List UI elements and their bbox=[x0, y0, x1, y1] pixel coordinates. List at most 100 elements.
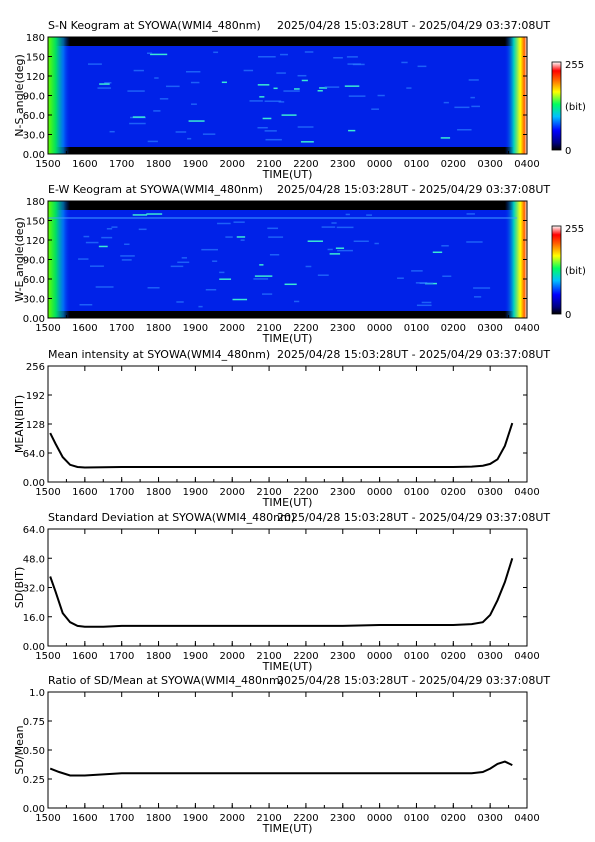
x-tick-label: 0400 bbox=[514, 323, 539, 334]
x-axis-label: TIME(UT) bbox=[262, 660, 313, 673]
x-tick-label: 1700 bbox=[109, 813, 134, 824]
time-range: 2025/04/28 15:03:28UT - 2025/04/29 03:37… bbox=[277, 348, 550, 361]
aurora-streak bbox=[466, 241, 483, 243]
aurora-streak bbox=[276, 72, 286, 74]
aurora-streak bbox=[165, 85, 180, 88]
aurora-streak bbox=[212, 260, 218, 262]
y-axis-label: W-E angle(deg) bbox=[13, 217, 26, 302]
colorbar-unit: (bit) bbox=[565, 266, 586, 277]
x-tick-label: 2200 bbox=[293, 813, 318, 824]
time-range: 2025/04/28 15:03:28UT - 2025/04/29 03:37… bbox=[277, 674, 550, 687]
panel-3: Mean intensity at SYOWA(WMI4_480nm) 2025/… bbox=[13, 348, 550, 509]
y-tick-label: 120 bbox=[26, 236, 45, 247]
x-tick-label: 0200 bbox=[441, 813, 466, 824]
aurora-streak bbox=[406, 87, 412, 89]
aurora-streak bbox=[111, 226, 118, 228]
x-tick-label: 0400 bbox=[514, 813, 539, 824]
panel-title: Mean intensity at SYOWA(WMI4_480nm) bbox=[48, 348, 270, 361]
aurora-streak bbox=[170, 265, 184, 268]
y-tick-label: 256 bbox=[26, 362, 45, 373]
y-tick-label: 150 bbox=[26, 217, 45, 228]
x-tick-label: 1800 bbox=[146, 323, 171, 334]
aurora-streak bbox=[454, 106, 470, 109]
x-tick-label: 1900 bbox=[183, 323, 208, 334]
aurora-streak bbox=[301, 79, 308, 82]
x-tick-label: 1600 bbox=[72, 323, 97, 334]
series-line bbox=[49, 760, 513, 777]
keogram-image bbox=[48, 201, 527, 318]
aurora-streak bbox=[268, 236, 284, 238]
aurora-streak bbox=[87, 63, 102, 65]
series-line bbox=[49, 558, 514, 628]
aurora-streak bbox=[377, 94, 385, 97]
y-tick-label: 0.00 bbox=[23, 314, 45, 325]
x-tick-label: 2200 bbox=[293, 487, 318, 498]
aurora-streak bbox=[253, 278, 269, 280]
x-tick-label: 2100 bbox=[256, 813, 281, 824]
y-tick-label: 0.75 bbox=[23, 717, 45, 728]
aurora-streak bbox=[269, 253, 280, 256]
x-tick-label: 0100 bbox=[404, 651, 429, 662]
y-tick-label: 64.0 bbox=[23, 525, 45, 536]
aurora-streak bbox=[109, 130, 115, 133]
x-axis-label: TIME(UT) bbox=[262, 496, 313, 509]
y-tick-label: 90.0 bbox=[23, 92, 45, 103]
aurora-streak bbox=[101, 236, 113, 239]
aurora-streak bbox=[267, 227, 279, 230]
x-tick-label: 1500 bbox=[35, 813, 60, 824]
aurora-streak bbox=[176, 301, 184, 303]
panel-title: S-N Keogram at SYOWA(WMI4_480nm) bbox=[48, 19, 261, 32]
aurora-streak bbox=[138, 228, 147, 231]
aurora-streak bbox=[132, 214, 148, 216]
panel-title: Standard Deviation at SYOWA(WMI4_480nm) bbox=[48, 511, 295, 524]
aurora-streak bbox=[417, 65, 427, 68]
x-tick-label: 1600 bbox=[72, 813, 97, 824]
y-tick-label: 0.00 bbox=[23, 478, 45, 489]
x-tick-label: 0000 bbox=[367, 813, 392, 824]
aurora-streak bbox=[347, 63, 361, 65]
x-tick-label: 0300 bbox=[477, 159, 502, 170]
x-axis-label: TIME(UT) bbox=[262, 822, 313, 835]
aurora-streak bbox=[336, 226, 354, 229]
aurora-streak bbox=[278, 101, 285, 103]
colorbar-scale bbox=[551, 61, 562, 151]
plot-frame bbox=[47, 691, 528, 809]
aurora-streak bbox=[221, 81, 227, 84]
y-tick-label: 30.0 bbox=[23, 131, 45, 142]
aurora-streak bbox=[259, 264, 264, 266]
aurora-streak bbox=[95, 286, 114, 288]
aurora-streak bbox=[411, 270, 423, 272]
aurora-streak bbox=[470, 96, 475, 99]
aurora-streak bbox=[146, 213, 163, 215]
aurora-streak bbox=[348, 95, 366, 97]
keogram-bottom-band bbox=[48, 311, 527, 318]
aurora-streak bbox=[319, 87, 328, 89]
x-tick-label: 0300 bbox=[477, 487, 502, 498]
panel-1: S-N Keogram at SYOWA(WMI4_480nm) 2025/04/… bbox=[13, 19, 586, 181]
aurora-streak bbox=[345, 213, 350, 216]
aurora-streak bbox=[202, 133, 216, 135]
aurora-streak bbox=[333, 57, 343, 59]
aurora-streak bbox=[120, 255, 135, 257]
x-tick-label: 2100 bbox=[256, 651, 281, 662]
aurora-streak bbox=[104, 82, 112, 84]
keogram-top-band bbox=[48, 201, 527, 210]
aurora-streak bbox=[146, 52, 153, 54]
plot-frame bbox=[47, 528, 528, 647]
keogram-bottom-band bbox=[48, 147, 527, 154]
x-tick-label: 2200 bbox=[293, 651, 318, 662]
aurora-streak bbox=[213, 51, 219, 54]
y-tick-label: 16.0 bbox=[23, 613, 45, 624]
aurora-streak bbox=[259, 96, 265, 98]
aurora-streak bbox=[317, 90, 323, 92]
y-tick-label: 150 bbox=[26, 53, 45, 64]
aurora-streak bbox=[280, 53, 288, 56]
aurora-streak bbox=[219, 278, 232, 280]
x-tick-label: 1900 bbox=[183, 487, 208, 498]
colorbar-scale bbox=[551, 225, 562, 315]
x-tick-label: 1600 bbox=[72, 651, 97, 662]
aurora-streak bbox=[254, 275, 273, 277]
x-tick-label: 0200 bbox=[441, 159, 466, 170]
x-tick-label: 0200 bbox=[441, 487, 466, 498]
panel-4: Standard Deviation at SYOWA(WMI4_480nm) 2… bbox=[13, 511, 550, 673]
